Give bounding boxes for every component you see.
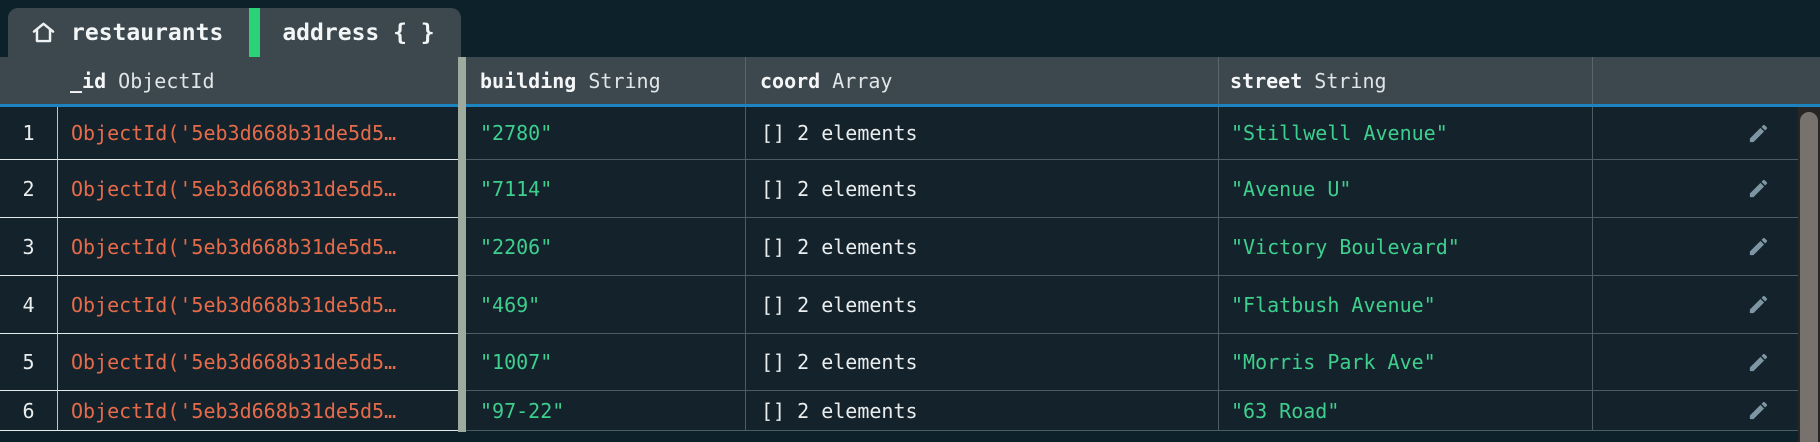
- edit-document-button[interactable]: [1747, 235, 1770, 258]
- selected-column-bar[interactable]: [458, 57, 466, 432]
- row-number[interactable]: 3: [0, 218, 57, 276]
- cell-edit: [1592, 334, 1798, 391]
- pencil-icon: [1749, 237, 1768, 256]
- col-header-building[interactable]: building String: [480, 68, 661, 93]
- pencil-icon: [1749, 124, 1768, 142]
- col-header-street[interactable]: street String: [1230, 68, 1387, 93]
- cell-coord[interactable]: [] 2 elements: [745, 334, 1218, 391]
- cell-id[interactable]: ObjectId('5eb3d668b31de5d5…: [57, 218, 458, 276]
- cell-id[interactable]: ObjectId('5eb3d668b31de5d5…: [57, 276, 458, 334]
- table-row: 5 ObjectId('5eb3d668b31de5d5… "1007" [] …: [0, 334, 1798, 391]
- pencil-icon: [1749, 401, 1768, 420]
- cell-building[interactable]: "7114": [466, 160, 745, 218]
- table-row: 2 ObjectId('5eb3d668b31de5d5… "7114" [] …: [0, 160, 1798, 218]
- scrollbar-thumb[interactable]: [1800, 112, 1818, 442]
- edit-document-button[interactable]: [1747, 177, 1770, 200]
- cell-id[interactable]: ObjectId('5eb3d668b31de5d5…: [57, 107, 458, 160]
- row-number[interactable]: 2: [0, 160, 57, 218]
- cell-coord[interactable]: [] 2 elements: [745, 160, 1218, 218]
- table-row: 3 ObjectId('5eb3d668b31de5d5… "2206" [] …: [0, 218, 1798, 276]
- home-icon: [30, 19, 57, 46]
- cell-id[interactable]: ObjectId('5eb3d668b31de5d5…: [57, 334, 458, 391]
- column-divider: [745, 57, 746, 104]
- edit-document-button[interactable]: [1747, 351, 1770, 374]
- tab-field-label: address { }: [282, 19, 435, 46]
- table-body: 1 ObjectId('5eb3d668b31de5d5… "2780" [] …: [0, 107, 1798, 431]
- cell-building[interactable]: "97-22": [466, 391, 745, 431]
- cell-edit: [1592, 391, 1798, 431]
- tab-bar: restaurants address { }: [8, 8, 461, 57]
- cell-coord[interactable]: [] 2 elements: [745, 276, 1218, 334]
- cell-coord[interactable]: [] 2 elements: [745, 107, 1218, 160]
- row-number[interactable]: 5: [0, 334, 57, 391]
- pencil-icon: [1749, 295, 1768, 314]
- cell-street[interactable]: "63 Road": [1218, 391, 1592, 431]
- table-row: 4 ObjectId('5eb3d668b31de5d5… "469" [] 2…: [0, 276, 1798, 334]
- cell-building[interactable]: "2780": [466, 107, 745, 160]
- tab-field-address[interactable]: address { }: [260, 8, 460, 57]
- cell-building[interactable]: "2206": [466, 218, 745, 276]
- cell-street[interactable]: "Stillwell Avenue": [1218, 107, 1592, 160]
- col-header-coord[interactable]: coord Array: [760, 68, 893, 93]
- cell-street[interactable]: "Morris Park Ave": [1218, 334, 1592, 391]
- cell-coord[interactable]: [] 2 elements: [745, 218, 1218, 276]
- column-divider: [1218, 57, 1219, 104]
- table-row: 1 ObjectId('5eb3d668b31de5d5… "2780" [] …: [0, 107, 1798, 160]
- pencil-icon: [1749, 353, 1768, 371]
- col-header-id[interactable]: _id ObjectId: [70, 68, 215, 93]
- cell-edit: [1592, 276, 1798, 334]
- cell-coord[interactable]: [] 2 elements: [745, 391, 1218, 431]
- table-row: 6 ObjectId('5eb3d668b31de5d5… "97-22" []…: [0, 391, 1798, 431]
- cell-street[interactable]: "Victory Boulevard": [1218, 218, 1592, 276]
- cell-edit: [1592, 218, 1798, 276]
- edit-document-button[interactable]: [1747, 122, 1770, 145]
- cell-street[interactable]: "Flatbush Avenue": [1218, 276, 1592, 334]
- cell-edit: [1592, 107, 1798, 160]
- column-divider: [1592, 57, 1593, 104]
- cell-id[interactable]: ObjectId('5eb3d668b31de5d5…: [57, 160, 458, 218]
- edit-document-button[interactable]: [1747, 399, 1770, 422]
- cell-id[interactable]: ObjectId('5eb3d668b31de5d5…: [57, 391, 458, 431]
- row-number[interactable]: 4: [0, 276, 57, 334]
- tab-collection-restaurants[interactable]: restaurants: [8, 8, 249, 57]
- cell-building[interactable]: "469": [466, 276, 745, 334]
- row-number[interactable]: 1: [0, 107, 57, 160]
- tab-collection-label: restaurants: [71, 19, 224, 46]
- tab-accent-divider: [249, 8, 261, 57]
- cell-edit: [1592, 160, 1798, 218]
- row-number[interactable]: 6: [0, 391, 57, 431]
- cell-building[interactable]: "1007": [466, 334, 745, 391]
- pencil-icon: [1749, 179, 1768, 198]
- edit-document-button[interactable]: [1747, 293, 1770, 316]
- cell-street[interactable]: "Avenue U": [1218, 160, 1592, 218]
- column-header-row: _id ObjectId building String coord Array…: [0, 57, 1820, 107]
